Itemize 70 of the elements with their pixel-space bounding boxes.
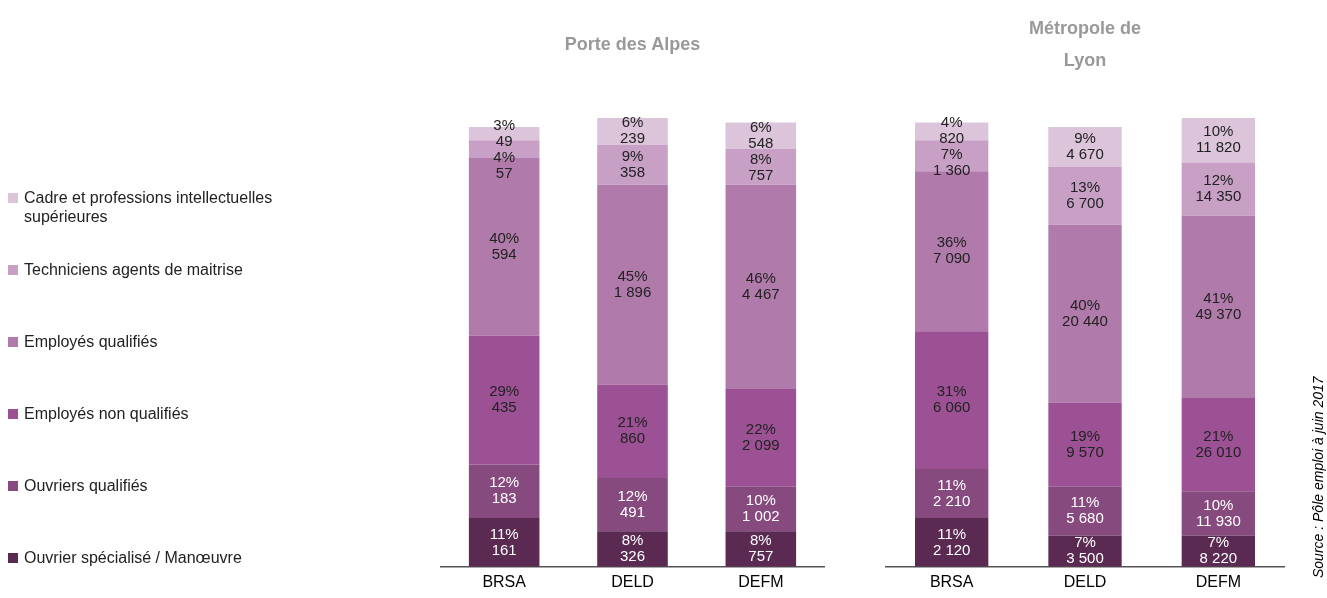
data-label: 12% 183 bbox=[489, 473, 520, 507]
chart-title: Métropole de Lyon bbox=[1028, 17, 1142, 72]
data-label: 31% 6 060 bbox=[932, 382, 971, 416]
bar bbox=[468, 464, 540, 518]
data-label: 13% 6 700 bbox=[1066, 177, 1104, 211]
data-label: 7% 8 220 bbox=[1199, 533, 1238, 567]
data-label: 9% 4 670 bbox=[1066, 129, 1104, 163]
bar bbox=[1181, 162, 1255, 216]
bar bbox=[597, 384, 668, 478]
bar bbox=[597, 144, 668, 185]
bar bbox=[597, 477, 668, 532]
data-label: 46% 4 467 bbox=[742, 269, 780, 302]
bar bbox=[725, 149, 797, 185]
legend-label: Employés qualifiés bbox=[24, 332, 158, 351]
data-label: 19% 9 570 bbox=[1066, 426, 1104, 460]
data-label: 8% 326 bbox=[619, 531, 646, 565]
bar bbox=[915, 469, 989, 518]
data-label: 36% 7 090 bbox=[932, 233, 971, 267]
data-label: 40% 20 440 bbox=[1062, 295, 1108, 329]
bar bbox=[1048, 126, 1122, 167]
bar bbox=[1181, 215, 1255, 398]
data-label: 11% 2 210 bbox=[932, 475, 971, 509]
bar bbox=[468, 335, 540, 465]
data-label: 7% 1 360 bbox=[932, 145, 971, 179]
legend-label: Ouvriers qualifiés bbox=[24, 476, 148, 495]
data-label: 40% 594 bbox=[489, 229, 520, 262]
legend-label: Ouvrier spécialisé / Manœuvre bbox=[24, 548, 242, 567]
bar bbox=[725, 389, 797, 487]
x-tick-label: DELD bbox=[611, 572, 654, 590]
source-note: Source : Pôle emploi à juin 2017 bbox=[1310, 376, 1326, 578]
bar bbox=[1048, 224, 1122, 403]
data-label: 21% 26 010 bbox=[1195, 426, 1242, 460]
bar bbox=[1048, 402, 1122, 487]
data-label: 10% 11 820 bbox=[1195, 122, 1241, 156]
data-label: 29% 435 bbox=[489, 382, 520, 416]
data-label: 8% 757 bbox=[748, 149, 774, 183]
bar bbox=[1048, 166, 1122, 225]
data-label: 6% 548 bbox=[748, 117, 774, 151]
data-label: 4% 57 bbox=[493, 147, 516, 181]
data-label: 11% 2 120 bbox=[932, 524, 971, 558]
data-label: 41% 49 370 bbox=[1195, 288, 1242, 322]
data-label: 11% 161 bbox=[489, 524, 519, 558]
x-tick-label: DEFM bbox=[1195, 572, 1241, 590]
data-label: 10% 1 002 bbox=[742, 491, 780, 525]
data-label: 21% 860 bbox=[617, 413, 648, 447]
x-tick-label: DELD bbox=[1063, 572, 1107, 590]
data-label: 10% 11 930 bbox=[1195, 495, 1241, 529]
bar bbox=[915, 331, 989, 470]
data-label: 12% 14 350 bbox=[1195, 171, 1242, 205]
legend-label: Cadre et professions intellectuelles supérieures bbox=[24, 188, 274, 226]
data-label: 12% 491 bbox=[617, 486, 648, 520]
bar bbox=[597, 184, 668, 385]
x-tick-label: BRSA bbox=[482, 572, 527, 590]
data-label: 11% 5 680 bbox=[1066, 493, 1104, 527]
data-label: 4% 820 bbox=[939, 113, 965, 147]
x-tick-label: DEFM bbox=[738, 572, 784, 590]
data-label: 9% 358 bbox=[619, 146, 646, 180]
data-label: 6% 239 bbox=[619, 113, 646, 147]
bar bbox=[1048, 486, 1122, 536]
legend-label: Employés non qualifiés bbox=[24, 404, 189, 423]
data-label: 45% 1 896 bbox=[613, 266, 652, 300]
data-label: 3% 49 bbox=[493, 115, 516, 149]
data-label: 8% 757 bbox=[748, 531, 774, 565]
chart-title: Porte des Alpes bbox=[563, 33, 702, 56]
bar bbox=[1181, 397, 1255, 492]
bar bbox=[725, 184, 797, 390]
x-tick-label: BRSA bbox=[929, 572, 974, 590]
legend-label: Techniciens agents de maitrise bbox=[24, 260, 243, 279]
data-label: 7% 3 500 bbox=[1066, 533, 1104, 567]
data-label: 22% 2 099 bbox=[742, 420, 780, 454]
